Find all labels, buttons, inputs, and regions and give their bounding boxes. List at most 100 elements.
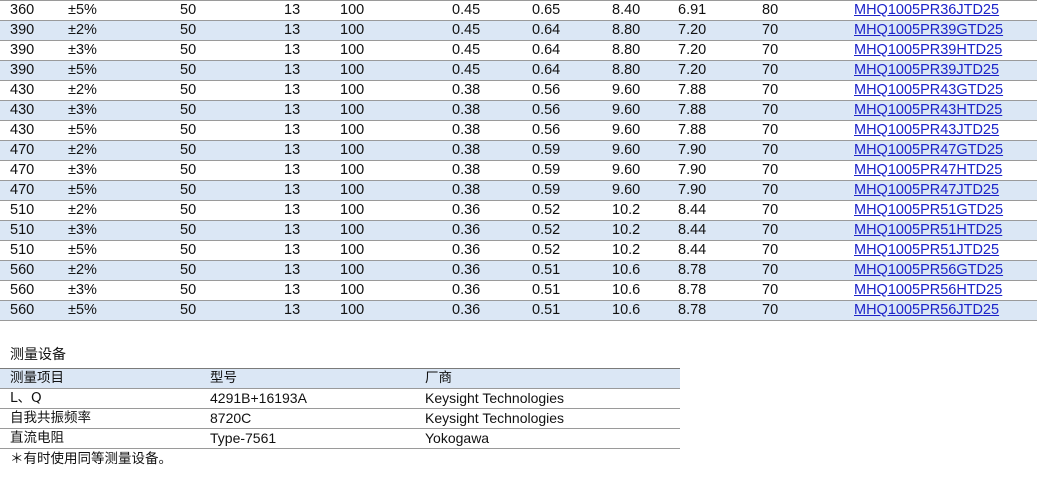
- q-test-frequency-cell: 100: [340, 160, 452, 181]
- rated-current-cell: 70: [762, 80, 854, 101]
- dc-resistance-typ-cell: 0.45: [452, 60, 532, 81]
- inductance-cell: 470: [0, 180, 68, 201]
- inductance-cell: 390: [0, 20, 68, 41]
- spec-row: 390 ±3% 50 13 100 0.45 0.64 8.80 7.20 70 MHQ1005PR…: [0, 40, 1037, 61]
- part-number-link[interactable]: MHQ1005PR43HTD25: [854, 102, 1003, 118]
- part-number-link[interactable]: MHQ1005PR47GTD25: [854, 142, 1004, 158]
- test-frequency-cell: 50: [180, 160, 284, 181]
- q-min-cell: 13: [284, 0, 340, 21]
- q-test-frequency-cell: 100: [340, 60, 452, 81]
- q-test-frequency-cell: 100: [340, 100, 452, 121]
- rated-current-cell: 70: [762, 200, 854, 221]
- part-number-link[interactable]: MHQ1005PR51HTD25: [854, 222, 1003, 238]
- inductance-cell: 510: [0, 200, 68, 221]
- tolerance-cell: ±3%: [68, 280, 180, 301]
- q-test-frequency-cell: 100: [340, 260, 452, 281]
- dc-resistance-typ-cell: 0.45: [452, 0, 532, 21]
- spec-row: 510 ±5% 50 13 100 0.36 0.52 10.2 8.44 70 MHQ1005PR…: [0, 240, 1037, 261]
- equipment-section-title: 测量设备: [10, 347, 66, 363]
- self-resonant-frequency-cell: 9.60: [612, 80, 678, 101]
- dc-resistance-max-cell: 0.52: [532, 200, 612, 221]
- q-test-frequency-cell: 100: [340, 80, 452, 101]
- part-number-link[interactable]: MHQ1005PR56GTD25: [854, 262, 1004, 278]
- dc-resistance-typ-cell: 0.36: [452, 200, 532, 221]
- test-frequency-cell: 50: [180, 80, 284, 101]
- tolerance-cell: ±3%: [68, 220, 180, 241]
- equipment-item: 直流电阻: [0, 428, 210, 449]
- q-min-cell: 13: [284, 160, 340, 181]
- test-frequency-cell: 50: [180, 260, 284, 281]
- rated-current-cell: 70: [762, 240, 854, 261]
- dc-resistance-max-cell: 0.64: [532, 20, 612, 41]
- test-frequency-cell: 50: [180, 280, 284, 301]
- dc-resistance-max-cell: 0.51: [532, 300, 612, 321]
- self-resonant-frequency-typ-cell: 7.90: [678, 160, 762, 181]
- dc-resistance-typ-cell: 0.38: [452, 100, 532, 121]
- tolerance-cell: ±3%: [68, 100, 180, 121]
- test-frequency-cell: 50: [180, 20, 284, 41]
- dc-resistance-max-cell: 0.56: [532, 100, 612, 121]
- inductance-cell: 470: [0, 140, 68, 161]
- spec-row: 430 ±3% 50 13 100 0.38 0.56 9.60 7.88 70 MHQ1005PR…: [0, 100, 1037, 121]
- part-number-link[interactable]: MHQ1005PR47JTD25: [854, 182, 1000, 198]
- part-number-link[interactable]: MHQ1005PR43JTD25: [854, 122, 1000, 138]
- dc-resistance-max-cell: 0.59: [532, 180, 612, 201]
- tolerance-cell: ±3%: [68, 160, 180, 181]
- part-number-cell: MHQ1005PR56JTD25: [854, 300, 1037, 321]
- part-number-link[interactable]: MHQ1005PR39JTD25: [854, 62, 1000, 78]
- q-min-cell: 13: [284, 100, 340, 121]
- q-test-frequency-cell: 100: [340, 40, 452, 61]
- spec-row: 510 ±2% 50 13 100 0.36 0.52 10.2 8.44 70 MHQ1005PR…: [0, 200, 1037, 221]
- equipment-model: 8720C: [210, 408, 425, 429]
- part-number-cell: MHQ1005PR56HTD25: [854, 280, 1037, 301]
- self-resonant-frequency-cell: 10.6: [612, 260, 678, 281]
- spec-row: 470 ±2% 50 13 100 0.38 0.59 9.60 7.90 70 MHQ1005PR…: [0, 140, 1037, 161]
- self-resonant-frequency-cell: 8.40: [612, 0, 678, 21]
- test-frequency-cell: 50: [180, 120, 284, 141]
- self-resonant-frequency-cell: 9.60: [612, 180, 678, 201]
- inductance-cell: 560: [0, 260, 68, 281]
- self-resonant-frequency-cell: 8.80: [612, 40, 678, 61]
- dc-resistance-max-cell: 0.56: [532, 80, 612, 101]
- spec-row: 560 ±2% 50 13 100 0.36 0.51 10.6 8.78 70 MHQ1005PR…: [0, 260, 1037, 281]
- dc-resistance-typ-cell: 0.36: [452, 280, 532, 301]
- part-number-link[interactable]: MHQ1005PR51JTD25: [854, 242, 1000, 258]
- test-frequency-cell: 50: [180, 300, 284, 321]
- part-number-link[interactable]: MHQ1005PR39HTD25: [854, 42, 1003, 58]
- part-number-link[interactable]: MHQ1005PR39GTD25: [854, 22, 1004, 38]
- spec-row: 360 ±5% 50 13 100 0.45 0.65 8.40 6.91 80 MHQ1005PR…: [0, 0, 1037, 21]
- q-test-frequency-cell: 100: [340, 140, 452, 161]
- part-number-link[interactable]: MHQ1005PR36JTD25: [854, 2, 1000, 18]
- part-number-cell: MHQ1005PR47GTD25: [854, 140, 1037, 161]
- self-resonant-frequency-cell: 10.6: [612, 300, 678, 321]
- test-frequency-cell: 50: [180, 140, 284, 161]
- part-number-link[interactable]: MHQ1005PR43GTD25: [854, 82, 1004, 98]
- part-number-cell: MHQ1005PR51GTD25: [854, 200, 1037, 221]
- part-number-cell: MHQ1005PR39GTD25: [854, 20, 1037, 41]
- part-number-link[interactable]: MHQ1005PR47HTD25: [854, 162, 1003, 178]
- dc-resistance-typ-cell: 0.38: [452, 140, 532, 161]
- self-resonant-frequency-typ-cell: 8.44: [678, 240, 762, 261]
- q-test-frequency-cell: 100: [340, 120, 452, 141]
- equipment-row: 直流电阻 Type-7561 Yokogawa: [0, 428, 680, 449]
- rated-current-cell: 70: [762, 300, 854, 321]
- part-number-cell: MHQ1005PR47HTD25: [854, 160, 1037, 181]
- rated-current-cell: 70: [762, 280, 854, 301]
- q-test-frequency-cell: 100: [340, 0, 452, 21]
- dc-resistance-typ-cell: 0.38: [452, 180, 532, 201]
- self-resonant-frequency-typ-cell: 7.88: [678, 80, 762, 101]
- self-resonant-frequency-typ-cell: 8.78: [678, 300, 762, 321]
- q-min-cell: 13: [284, 120, 340, 141]
- test-frequency-cell: 50: [180, 0, 284, 21]
- spec-row: 390 ±5% 50 13 100 0.45 0.64 8.80 7.20 70 MHQ1005PR…: [0, 60, 1037, 81]
- tolerance-cell: ±5%: [68, 300, 180, 321]
- part-number-link[interactable]: MHQ1005PR51GTD25: [854, 202, 1004, 218]
- part-number-cell: MHQ1005PR36JTD25: [854, 0, 1037, 21]
- q-min-cell: 13: [284, 140, 340, 161]
- inductor-spec-table: 360 ±5% 50 13 100 0.45 0.65 8.40 6.91 80 MHQ1005PR…: [0, 0, 1037, 321]
- part-number-link[interactable]: MHQ1005PR56JTD25: [854, 302, 1000, 318]
- rated-current-cell: 70: [762, 220, 854, 241]
- part-number-link[interactable]: MHQ1005PR56HTD25: [854, 282, 1003, 298]
- q-min-cell: 13: [284, 40, 340, 61]
- self-resonant-frequency-typ-cell: 8.44: [678, 220, 762, 241]
